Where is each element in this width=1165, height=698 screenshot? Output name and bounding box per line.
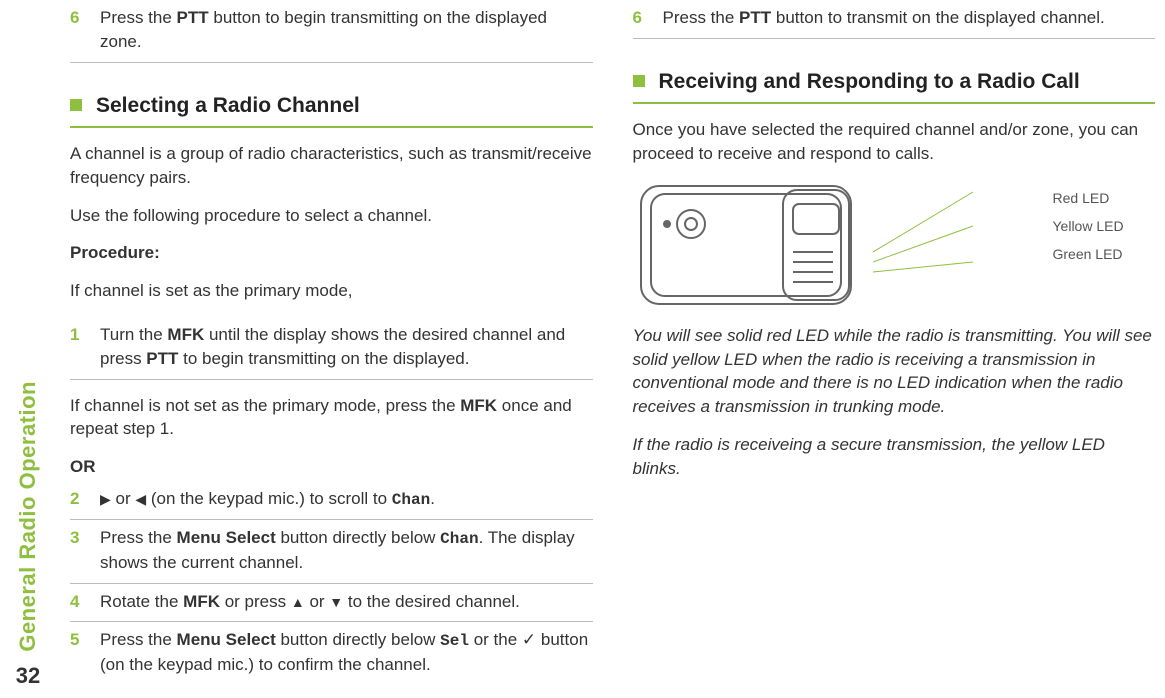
bold-text: MFK: [183, 592, 220, 611]
step-4: 4 Rotate the MFK or press ▲ or ▼ to the …: [70, 584, 593, 623]
device-figure: Red LED Yellow LED Green LED: [633, 180, 1156, 310]
left-arrow-icon: ◀: [135, 490, 146, 510]
led-label-green: Green LED: [1053, 240, 1124, 268]
text: Press the: [100, 630, 177, 649]
step-body: Press the Menu Select button directly be…: [100, 628, 593, 676]
bold-text: Menu Select: [177, 528, 276, 547]
section-bullet-icon: [633, 75, 645, 87]
section-heading: Receiving and Responding to a Radio Call: [633, 67, 1156, 104]
text: to the desired channel.: [343, 592, 520, 611]
text: Press the: [663, 8, 740, 27]
step-number: 6: [633, 6, 649, 30]
text: button directly below: [276, 630, 440, 649]
paragraph: If channel is not set as the primary mod…: [70, 394, 593, 442]
section-title: Selecting a Radio Channel: [96, 91, 360, 120]
paragraph: Once you have selected the required chan…: [633, 118, 1156, 166]
step-body: Press the PTT button to transmit on the …: [663, 6, 1156, 30]
procedure-label: Procedure:: [70, 241, 593, 265]
step-6-right: 6 Press the PTT button to transmit on th…: [633, 0, 1156, 39]
step-6-left: 6 Press the PTT button to begin transmit…: [70, 0, 593, 63]
step-3: 3 Press the Menu Select button directly …: [70, 520, 593, 583]
led-label-red: Red LED: [1053, 184, 1124, 212]
up-arrow-icon: ▲: [291, 593, 305, 613]
bold-text: Menu Select: [177, 630, 276, 649]
sidebar-section-label: General Radio Operation: [13, 381, 44, 652]
paragraph: If channel is set as the primary mode,: [70, 279, 593, 303]
bold-text: MFK: [460, 396, 497, 415]
step-body: Turn the MFK until the display shows the…: [100, 323, 593, 371]
check-icon: ✓: [522, 630, 536, 649]
step-number: 5: [70, 628, 86, 676]
step-body: Press the Menu Select button directly be…: [100, 526, 593, 574]
section-heading: Selecting a Radio Channel: [70, 91, 593, 128]
step-number: 4: [70, 590, 86, 614]
led-label-yellow: Yellow LED: [1053, 212, 1124, 240]
step-number: 6: [70, 6, 86, 54]
bold-text: PTT: [739, 8, 771, 27]
italic-note: If the radio is receiveing a secure tran…: [633, 433, 1156, 481]
right-arrow-icon: ▶: [100, 490, 111, 510]
text: Press the: [100, 8, 177, 27]
step-5: 5 Press the Menu Select button directly …: [70, 622, 593, 684]
step-number: 3: [70, 526, 86, 574]
page-number: 32: [16, 661, 40, 692]
section-bullet-icon: [70, 99, 82, 111]
section-title: Receiving and Responding to a Radio Call: [659, 67, 1080, 96]
mono-text: Chan: [392, 491, 430, 509]
led-callout-lines-icon: [873, 180, 1043, 310]
text: .: [430, 489, 435, 508]
paragraph: A channel is a group of radio characteri…: [70, 142, 593, 190]
text: Turn the: [100, 325, 167, 344]
step-body: Rotate the MFK or press ▲ or ▼ to the de…: [100, 590, 593, 614]
mono-text: Sel: [440, 632, 469, 650]
step-number: 2: [70, 487, 86, 511]
bold-text: PTT: [177, 8, 209, 27]
or-label: OR: [70, 455, 593, 479]
text: Rotate the: [100, 592, 183, 611]
text: button directly below: [276, 528, 440, 547]
paragraph: Use the following procedure to select a …: [70, 204, 593, 228]
step-1: 1 Turn the MFK until the display shows t…: [70, 317, 593, 380]
text: to begin transmitting on the displayed.: [178, 349, 469, 368]
step-body: ▶ or ◀ (on the keypad mic.) to scroll to…: [100, 487, 593, 511]
text: or: [111, 489, 136, 508]
device-illustration-icon: [633, 180, 863, 310]
bold-text: MFK: [167, 325, 204, 344]
text: Press the: [100, 528, 177, 547]
text: or: [305, 592, 330, 611]
text: or the: [469, 630, 522, 649]
bold-text: PTT: [146, 349, 178, 368]
step-2: 2 ▶ or ◀ (on the keypad mic.) to scroll …: [70, 481, 593, 520]
italic-note: You will see solid red LED while the rad…: [633, 324, 1156, 419]
down-arrow-icon: ▼: [329, 593, 343, 613]
left-column: 6 Press the PTT button to begin transmit…: [70, 0, 593, 698]
text: button to transmit on the displayed chan…: [771, 8, 1105, 27]
step-number: 1: [70, 323, 86, 371]
text: If channel is not set as the primary mod…: [70, 396, 460, 415]
text: (on the keypad mic.) to scroll to: [146, 489, 392, 508]
text: or press: [220, 592, 291, 611]
step-body: Press the PTT button to begin transmitti…: [100, 6, 593, 54]
mono-text: Chan: [440, 530, 478, 548]
right-column: 6 Press the PTT button to transmit on th…: [633, 0, 1156, 698]
